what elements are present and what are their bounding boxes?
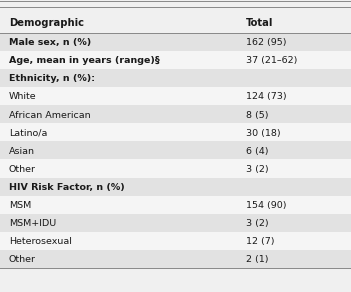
Bar <box>0 33 351 51</box>
Text: 3 (2): 3 (2) <box>246 219 268 228</box>
Bar <box>0 159 351 178</box>
Text: MSM: MSM <box>9 201 31 210</box>
Text: HIV Risk Factor, n (%): HIV Risk Factor, n (%) <box>9 183 125 192</box>
Bar <box>0 12 351 33</box>
Text: 12 (7): 12 (7) <box>246 237 274 246</box>
Bar <box>0 105 351 123</box>
Bar <box>0 196 351 214</box>
Text: Latino/a: Latino/a <box>9 129 47 138</box>
Text: Demographic: Demographic <box>9 18 84 28</box>
Text: 154 (90): 154 (90) <box>246 201 286 210</box>
Bar <box>0 250 351 268</box>
Text: 6 (4): 6 (4) <box>246 147 268 156</box>
Text: 2 (1): 2 (1) <box>246 256 268 265</box>
Bar <box>0 51 351 69</box>
Bar <box>0 69 351 87</box>
Bar <box>0 123 351 141</box>
Text: 124 (73): 124 (73) <box>246 93 286 102</box>
Text: 8 (5): 8 (5) <box>246 111 268 120</box>
Bar <box>0 141 351 159</box>
Text: 30 (18): 30 (18) <box>246 129 280 138</box>
Text: Male sex, n (%): Male sex, n (%) <box>9 38 91 47</box>
Text: MSM+IDU: MSM+IDU <box>9 219 56 228</box>
Text: 3 (2): 3 (2) <box>246 165 268 174</box>
Text: African American: African American <box>9 111 91 120</box>
Text: Other: Other <box>9 256 36 265</box>
Bar <box>0 87 351 105</box>
Text: Heterosexual: Heterosexual <box>9 237 72 246</box>
Bar <box>0 214 351 232</box>
Text: Asian: Asian <box>9 147 35 156</box>
Text: 37 (21–62): 37 (21–62) <box>246 56 297 65</box>
Text: Total: Total <box>246 18 273 28</box>
Text: White: White <box>9 93 37 102</box>
Text: Age, mean in years (range)§: Age, mean in years (range)§ <box>9 56 159 65</box>
Text: Other: Other <box>9 165 36 174</box>
Text: 162 (95): 162 (95) <box>246 38 286 47</box>
Bar <box>0 178 351 196</box>
Text: Ethnicity, n (%):: Ethnicity, n (%): <box>9 74 95 84</box>
Bar <box>0 232 351 250</box>
